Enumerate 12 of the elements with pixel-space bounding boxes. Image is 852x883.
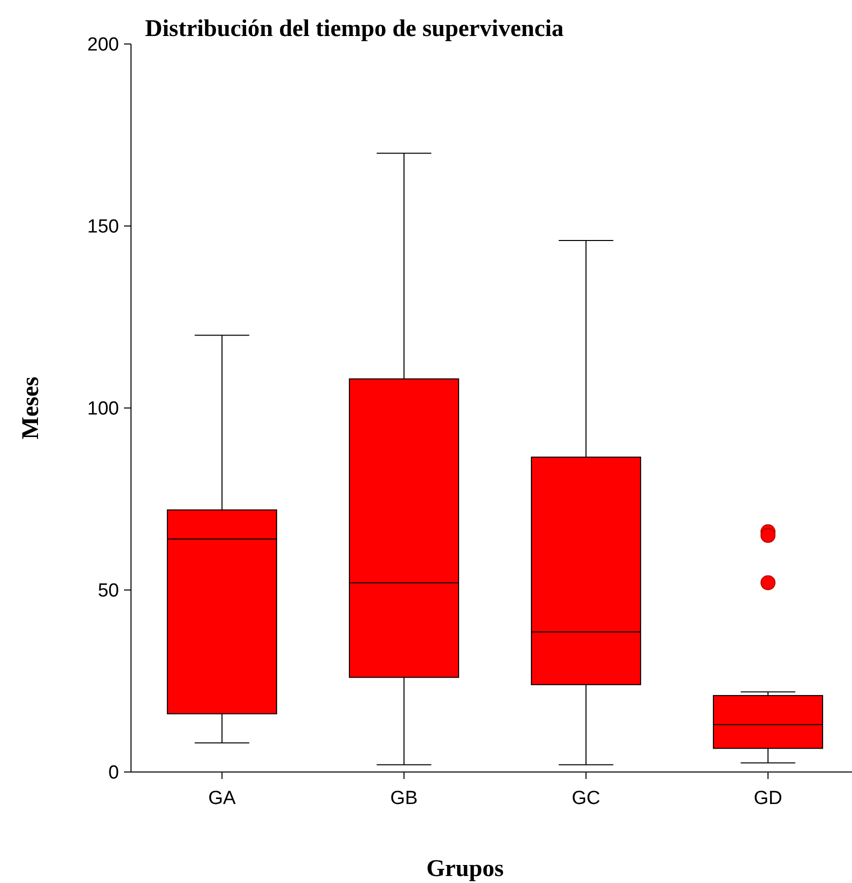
y-tick-label: 200 [87, 34, 119, 56]
x-tick-label: GC [572, 788, 600, 809]
y-tick-label: 100 [87, 398, 119, 420]
x-tick-label: GB [390, 788, 418, 809]
x-tick-label: GA [208, 788, 236, 809]
x-tick-label: GD [754, 788, 782, 809]
chart-title: Distribución del tiempo de supervivencia [145, 16, 564, 42]
y-tick-label: 150 [87, 216, 119, 238]
y-axis-title: Meses [18, 376, 44, 440]
x-axis-title: Grupos [426, 856, 504, 882]
y-tick-label: 0 [108, 762, 119, 784]
y-tick-label: 50 [98, 580, 119, 602]
